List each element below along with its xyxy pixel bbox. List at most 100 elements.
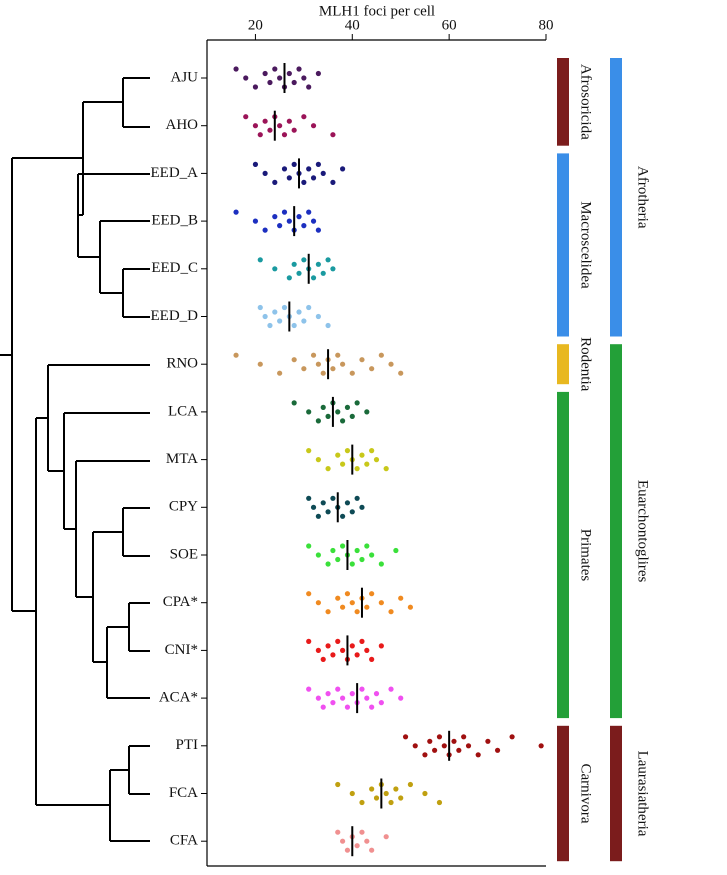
data-point — [296, 66, 302, 72]
data-point — [272, 179, 278, 185]
data-point — [340, 166, 346, 172]
data-point — [335, 452, 341, 458]
data-point — [494, 747, 501, 753]
data-point — [277, 123, 283, 129]
data-point — [272, 266, 278, 272]
data-point — [272, 66, 278, 72]
data-point — [398, 695, 404, 701]
data-point — [306, 638, 312, 645]
data-point — [364, 543, 370, 549]
data-point — [320, 500, 326, 506]
data-point — [383, 466, 389, 472]
data-point — [451, 738, 457, 744]
data-point — [306, 304, 312, 311]
data-point — [291, 322, 297, 329]
data-point — [315, 695, 321, 701]
data-point — [340, 604, 346, 610]
data-point — [335, 409, 341, 415]
data-point — [315, 418, 321, 424]
axes — [206, 39, 546, 867]
data-point — [306, 84, 312, 90]
data-point — [310, 218, 317, 224]
data-point — [340, 838, 346, 844]
data-point — [349, 790, 355, 797]
data-point — [354, 652, 360, 658]
data-point — [320, 404, 326, 410]
data-point — [432, 747, 438, 753]
data-point — [310, 123, 317, 129]
superorder-label: Laurasiatheria — [635, 751, 651, 837]
data-point — [306, 686, 312, 692]
data-point — [320, 170, 326, 176]
data-point — [388, 686, 394, 692]
data-point — [378, 561, 384, 567]
order-label: Primates — [578, 529, 594, 582]
data-point — [252, 218, 259, 224]
superorder-label: Euarchontoglires — [635, 480, 651, 583]
data-point — [296, 214, 302, 220]
data-point — [301, 179, 307, 185]
data-point — [262, 227, 268, 233]
data-point — [281, 209, 288, 215]
data-point — [330, 132, 336, 138]
order-band — [557, 391, 569, 719]
data-point — [291, 161, 297, 167]
data-point — [286, 70, 292, 77]
category-label: EED_B — [151, 213, 198, 229]
superorder-band — [610, 344, 622, 719]
data-point — [354, 547, 360, 554]
data-point — [359, 452, 365, 458]
data-point — [378, 700, 384, 706]
data-point — [291, 261, 297, 267]
data-point — [310, 275, 317, 281]
data-point — [369, 847, 375, 853]
superorder-label: Afrotheria — [635, 166, 651, 229]
data-point — [262, 118, 268, 124]
data-point — [277, 370, 283, 376]
data-point — [369, 786, 375, 792]
category-label: CNI* — [165, 642, 198, 658]
data-point — [325, 322, 331, 329]
data-point — [427, 738, 433, 744]
data-point — [398, 795, 404, 801]
data-point — [325, 413, 331, 419]
data-point — [383, 834, 389, 840]
data-point — [301, 318, 307, 324]
data-point — [378, 600, 384, 606]
x-axis-label: MLH1 foci per cell — [319, 3, 435, 19]
data-point — [325, 257, 331, 263]
data-point — [320, 370, 326, 376]
data-point — [349, 561, 355, 567]
data-point — [364, 838, 370, 844]
data-point — [320, 656, 326, 663]
category-label: ACA* — [159, 690, 198, 706]
data-point — [315, 161, 321, 167]
data-point — [315, 647, 321, 654]
data-point — [315, 261, 321, 267]
data-point — [340, 361, 346, 367]
data-point — [325, 643, 331, 649]
data-point — [441, 743, 447, 749]
data-point — [286, 218, 292, 224]
data-point — [373, 457, 380, 463]
data-point — [330, 366, 336, 372]
data-point — [330, 179, 336, 185]
data-point — [281, 166, 288, 172]
data-point — [378, 352, 384, 358]
data-point — [398, 370, 404, 376]
data-point — [310, 504, 317, 510]
data-point — [359, 357, 365, 363]
data-point — [306, 495, 312, 501]
data-point — [359, 829, 365, 835]
data-point — [340, 513, 346, 519]
data-point — [461, 734, 467, 740]
data-point — [465, 743, 472, 749]
data-point — [286, 175, 292, 181]
data-point — [267, 127, 273, 133]
data-point — [335, 638, 341, 645]
data-point — [538, 743, 544, 749]
category-label: PTI — [176, 737, 199, 753]
order-band — [557, 725, 569, 862]
data-point — [257, 132, 263, 138]
category-label: CPA* — [163, 594, 198, 610]
